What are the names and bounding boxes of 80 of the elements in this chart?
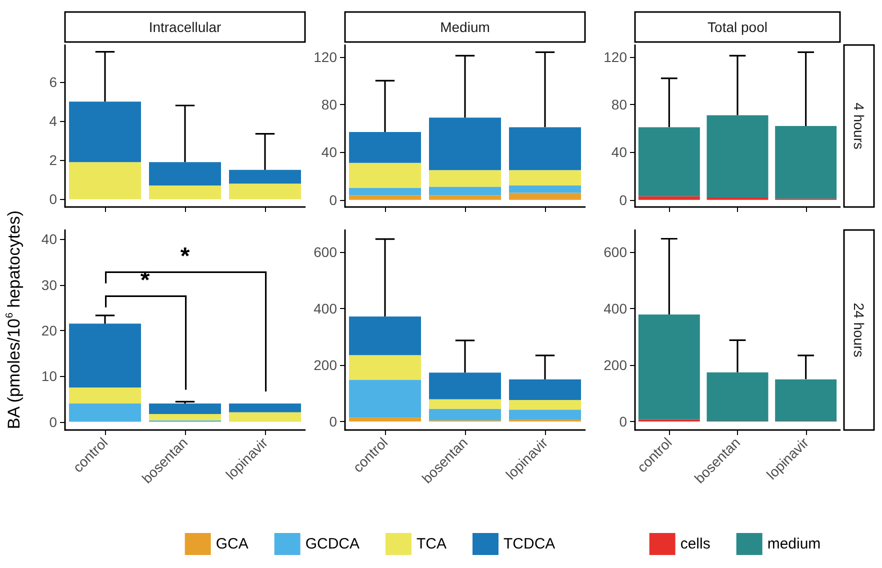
annotation: * [180, 242, 190, 270]
y-tick-label: 0 [49, 191, 58, 208]
bar [69, 404, 141, 422]
bar [149, 404, 221, 414]
y-tick-label: 10 [41, 368, 58, 384]
bar [509, 379, 581, 400]
bar [149, 186, 221, 200]
legend-label: GCA [216, 536, 248, 552]
y-tick-label: 0 [329, 414, 338, 430]
y-tick-label: 40 [321, 144, 338, 160]
y2-axis-title: 24 hours [851, 302, 867, 358]
y-tick-label: 30 [41, 276, 58, 293]
y-tick-label: 40 [41, 231, 58, 248]
legend-label: cells [680, 536, 710, 552]
bar [509, 127, 581, 170]
y-tick-label: 80 [611, 96, 628, 113]
bar [429, 399, 501, 409]
bar [706, 372, 768, 421]
y-tick-label: 400 [604, 300, 628, 317]
bar [509, 170, 581, 186]
bar [706, 115, 768, 198]
bar [429, 118, 501, 170]
bar [775, 379, 837, 421]
y-tick-label: 80 [321, 96, 338, 113]
bar [349, 380, 421, 418]
bar [429, 170, 501, 187]
y-tick-label: 0 [329, 192, 338, 208]
y-tick-label: 0 [619, 192, 628, 208]
y-tick-label: 120 [604, 48, 628, 65]
chart-title: Total pool [708, 19, 768, 35]
bar [349, 132, 421, 163]
bar [429, 186, 501, 196]
y-tick-label: 600 [604, 244, 628, 260]
bar [349, 316, 421, 356]
bar [149, 414, 221, 420]
legend-label: TCDCA [504, 536, 556, 552]
y-tick-label: 2 [49, 152, 58, 168]
bar [69, 102, 141, 162]
y-axis-title: BA (pmoles/106 hepatocytes) [4, 210, 24, 430]
bar [229, 170, 301, 184]
y-tick-label: 120 [314, 48, 338, 65]
bar [349, 162, 421, 188]
bar [638, 196, 700, 200]
y2-axis-title: 4 hours [851, 102, 867, 150]
y-tick-label: 200 [604, 357, 628, 374]
y-tick-label: 600 [314, 244, 338, 260]
y-tick-label: 400 [314, 300, 338, 317]
legend-label: GCDCA [305, 536, 360, 552]
bar [229, 412, 301, 422]
y-tick-label: 6 [49, 74, 58, 90]
chart-title: Intracellular [148, 19, 222, 35]
bar [638, 127, 700, 196]
bar [509, 400, 581, 410]
legend-label: medium [767, 536, 821, 552]
bar [775, 126, 837, 199]
bar [706, 197, 768, 200]
bar [429, 372, 501, 400]
y-tick-label: 0 [49, 414, 58, 430]
y-tick-label: 40 [611, 144, 628, 160]
bar [229, 404, 301, 412]
bar [69, 162, 141, 200]
bar [638, 314, 700, 420]
legend-label: TCA [416, 536, 447, 552]
bar [509, 186, 581, 193]
y-tick-label: 200 [314, 357, 338, 374]
bar [349, 195, 421, 200]
bar [349, 418, 421, 422]
bar [149, 162, 221, 186]
bar [429, 195, 501, 200]
bar [69, 388, 141, 404]
y-tick-label: 0 [619, 414, 628, 430]
bar [349, 355, 421, 380]
y-tick-label: 20 [41, 322, 58, 338]
bar [509, 410, 581, 420]
bar [349, 188, 421, 196]
bar [229, 184, 301, 200]
bar [509, 192, 581, 200]
chart-title: Medium [440, 19, 490, 35]
bar [429, 408, 501, 420]
y-tick-label: 4 [49, 113, 58, 130]
